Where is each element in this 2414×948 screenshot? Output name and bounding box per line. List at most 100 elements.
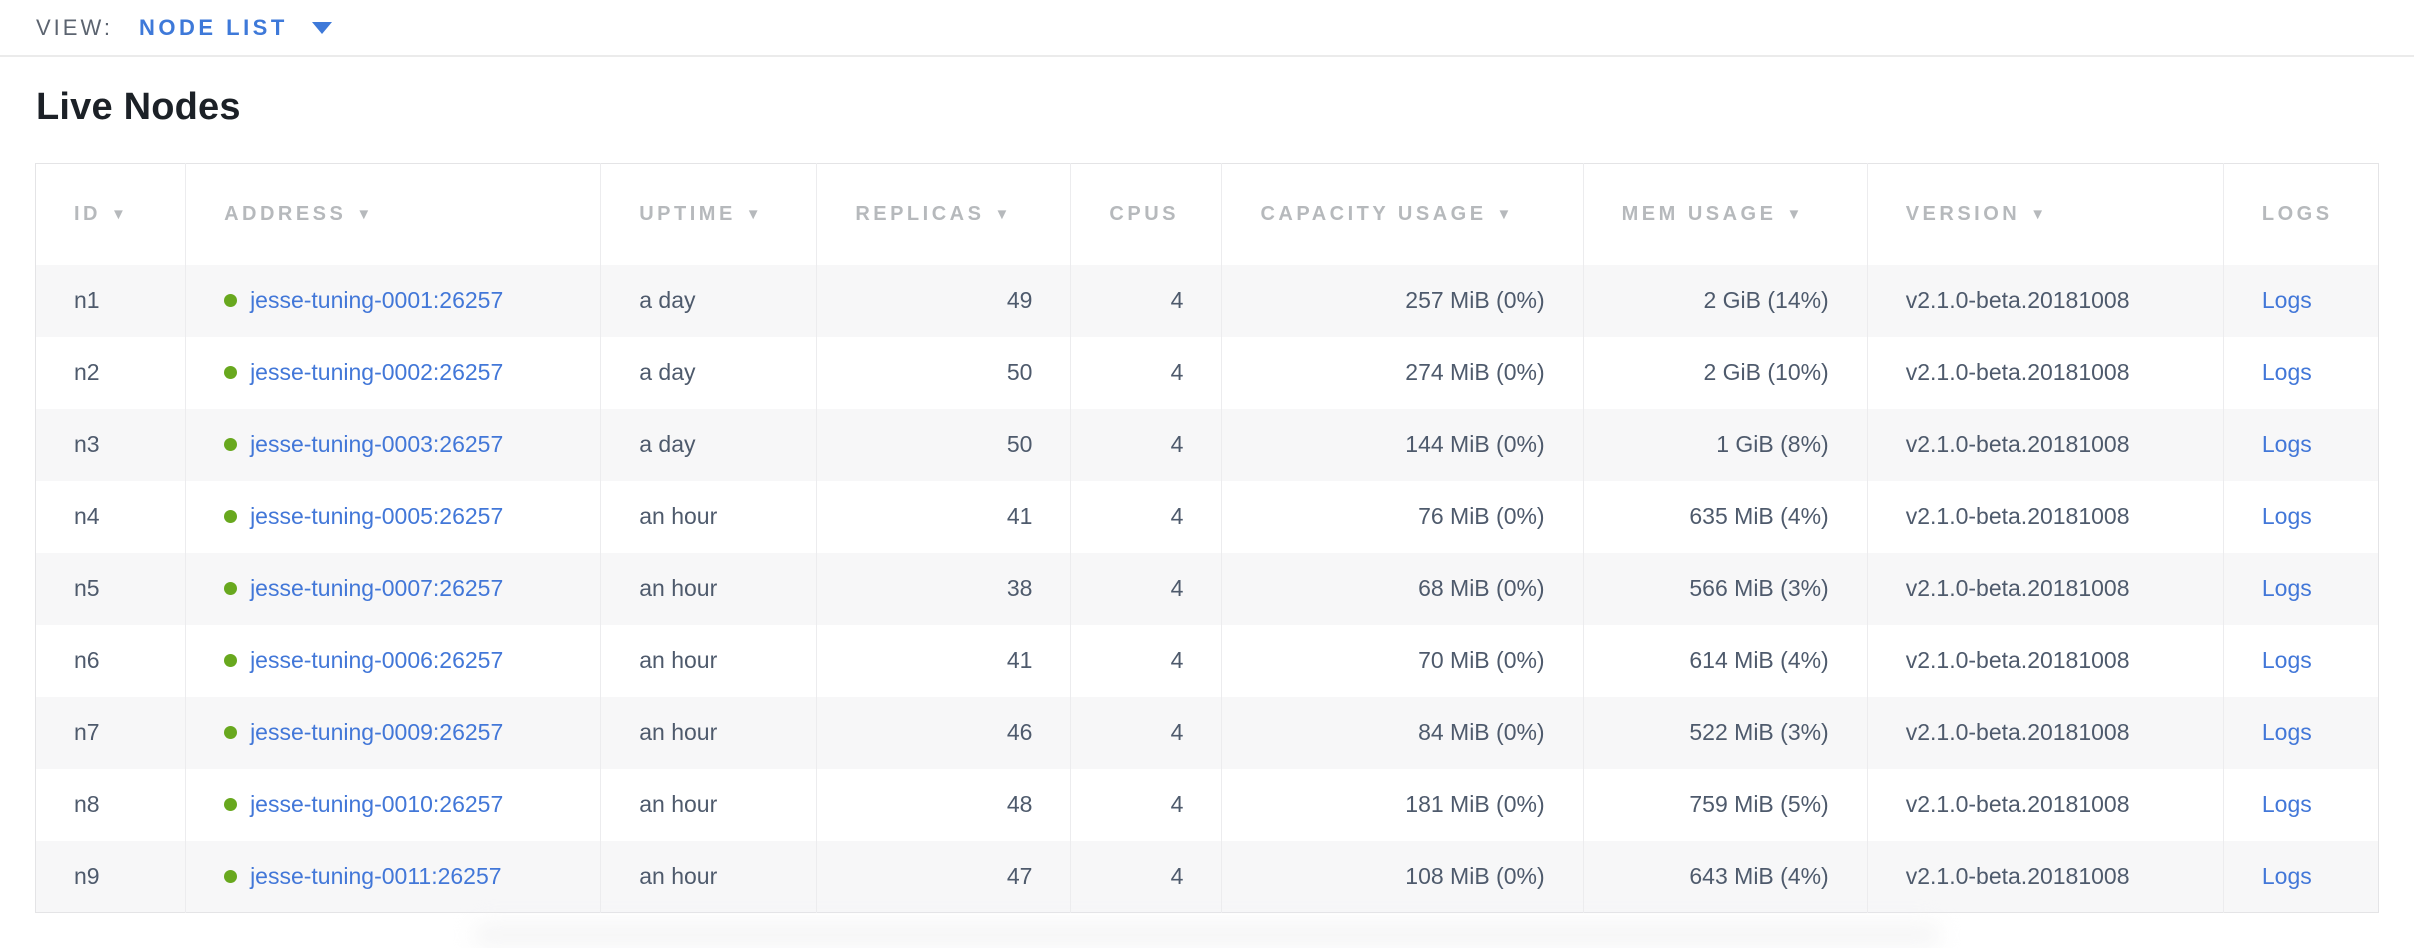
node-address-link[interactable]: jesse-tuning-0006:26257 xyxy=(250,647,504,673)
cell-replicas: 41 xyxy=(816,624,1071,697)
sort-caret-down-icon: ▼ xyxy=(994,205,1013,223)
page-title: Live Nodes xyxy=(36,86,241,128)
cell-uptime: an hour xyxy=(600,696,817,769)
cell-uptime: an hour xyxy=(600,552,817,625)
cell-mem_usage: 759 MiB (5%) xyxy=(1582,768,1868,841)
cell-id: n8 xyxy=(35,768,186,841)
cell-address: jesse-tuning-0002:26257 xyxy=(185,336,601,409)
cell-address: jesse-tuning-0003:26257 xyxy=(185,408,601,481)
cell-cpus: 4 xyxy=(1070,336,1222,409)
cell-logs: Logs xyxy=(2222,768,2379,841)
cell-version: v2.1.0-beta.20181008 xyxy=(1866,480,2224,553)
live-node-dot-icon xyxy=(224,654,238,668)
table-row-n5: n5 jesse-tuning-0007:26257 an hour 38 4 68 Mi… xyxy=(35,552,2379,625)
cell-replicas: 38 xyxy=(816,552,1071,625)
node-logs-link[interactable]: Logs xyxy=(2261,575,2312,601)
column-header-label: ADDRESS xyxy=(224,202,347,225)
cell-mem_usage: 522 MiB (3%) xyxy=(1582,696,1868,769)
sort-caret-down-icon: ▼ xyxy=(111,205,130,223)
live-node-dot-icon xyxy=(224,294,238,308)
table-row-n7: n7 jesse-tuning-0009:26257 an hour 46 4 84 Mi… xyxy=(35,696,2379,769)
cell-version: v2.1.0-beta.20181008 xyxy=(1866,696,2224,769)
node-address-link[interactable]: jesse-tuning-0009:26257 xyxy=(250,719,504,745)
column-header-capacity_usage[interactable]: CAPACITY USAGE ▼ xyxy=(1221,163,1584,265)
content-bottom-shadow xyxy=(472,923,1942,947)
column-header-label: REPLICAS xyxy=(855,202,985,225)
column-header-address[interactable]: ADDRESS ▼ xyxy=(185,163,601,265)
cell-mem_usage: 566 MiB (3%) xyxy=(1582,552,1868,625)
node-logs-link[interactable]: Logs xyxy=(2261,862,2312,889)
live-node-dot-icon xyxy=(224,582,238,596)
cell-capacity_usage: 108 MiB (0%) xyxy=(1221,840,1584,913)
sort-caret-down-icon: ▼ xyxy=(745,205,765,223)
cell-address: jesse-tuning-0009:26257 xyxy=(185,696,601,769)
view-selector-dropdown[interactable]: NODE LIST xyxy=(139,15,332,41)
column-header-label: CAPACITY USAGE xyxy=(1260,202,1487,225)
cell-id: n3 xyxy=(35,408,186,481)
column-header-uptime[interactable]: UPTIME ▼ xyxy=(600,163,817,265)
cell-version: v2.1.0-beta.20181008 xyxy=(1866,624,2224,697)
sort-caret-down-icon: ▼ xyxy=(1786,205,1805,223)
cell-uptime: an hour xyxy=(600,840,817,913)
cell-mem_usage: 2 GiB (10%) xyxy=(1582,336,1868,409)
cell-cpus: 4 xyxy=(1070,264,1222,337)
cell-replicas: 50 xyxy=(816,336,1071,409)
live-node-dot-icon xyxy=(224,726,238,740)
cell-mem_usage: 614 MiB (4%) xyxy=(1582,624,1868,697)
column-header-version[interactable]: VERSION ▼ xyxy=(1866,163,2224,265)
cell-logs: Logs xyxy=(2222,408,2379,481)
node-logs-link[interactable]: Logs xyxy=(2261,503,2312,529)
cell-logs: Logs xyxy=(2222,480,2379,553)
cell-address: jesse-tuning-0001:26257 xyxy=(185,264,601,337)
live-node-dot-icon xyxy=(224,438,238,452)
node-logs-link[interactable]: Logs xyxy=(2261,719,2312,745)
node-address-link[interactable]: jesse-tuning-0002:26257 xyxy=(250,359,504,385)
live-nodes-table: ID ▼ ADDRESS ▼ UPTIME ▼ REPLICAS ▼ CPUS CAPACITY … xyxy=(35,163,2379,913)
node-logs-link[interactable]: Logs xyxy=(2261,791,2312,817)
cell-id: n1 xyxy=(35,264,186,337)
table-body: n1 jesse-tuning-0001:26257 a day 49 4 257 MiB… xyxy=(35,264,2379,913)
node-address-link[interactable]: jesse-tuning-0003:26257 xyxy=(250,431,504,457)
node-address-link[interactable]: jesse-tuning-0001:26257 xyxy=(250,287,504,313)
cell-mem_usage: 635 MiB (4%) xyxy=(1582,480,1868,553)
cell-cpus: 4 xyxy=(1070,840,1222,913)
cell-uptime: an hour xyxy=(600,624,817,697)
live-node-dot-icon xyxy=(224,366,238,380)
cell-replicas: 47 xyxy=(816,840,1071,913)
cell-address: jesse-tuning-0007:26257 xyxy=(185,552,601,625)
cell-capacity_usage: 84 MiB (0%) xyxy=(1221,696,1584,769)
node-address-link[interactable]: jesse-tuning-0011:26257 xyxy=(250,862,502,889)
cell-address: jesse-tuning-0006:26257 xyxy=(185,624,601,697)
cell-address: jesse-tuning-0005:26257 xyxy=(185,480,601,553)
cell-capacity_usage: 144 MiB (0%) xyxy=(1221,408,1584,481)
column-header-id[interactable]: ID ▼ xyxy=(35,163,186,265)
node-logs-link[interactable]: Logs xyxy=(2261,431,2312,457)
node-logs-link[interactable]: Logs xyxy=(2261,647,2312,673)
cell-logs: Logs xyxy=(2222,696,2379,769)
table-header-row: ID ▼ ADDRESS ▼ UPTIME ▼ REPLICAS ▼ CPUS CAPACITY … xyxy=(35,163,2379,265)
column-header-label: MEM USAGE xyxy=(1621,202,1777,225)
table-row-n3: n3 jesse-tuning-0003:26257 a day 50 4 144 MiB… xyxy=(35,408,2379,481)
sort-caret-down-icon: ▼ xyxy=(1496,205,1515,223)
live-node-dot-icon xyxy=(224,870,238,884)
live-node-dot-icon xyxy=(224,798,238,812)
node-logs-link[interactable]: Logs xyxy=(2261,287,2312,313)
cell-capacity_usage: 68 MiB (0%) xyxy=(1221,552,1584,625)
column-header-replicas[interactable]: REPLICAS ▼ xyxy=(816,163,1071,265)
cell-id: n7 xyxy=(35,696,186,769)
view-selector-bar: VIEW: NODE LIST xyxy=(0,0,2414,57)
table-row-n4: n4 jesse-tuning-0005:26257 an hour 41 4 76 Mi… xyxy=(35,480,2379,553)
cell-uptime: a day xyxy=(600,408,817,481)
table-row-n1: n1 jesse-tuning-0001:26257 a day 49 4 257 MiB… xyxy=(35,264,2379,337)
node-address-link[interactable]: jesse-tuning-0007:26257 xyxy=(250,575,504,601)
node-address-link[interactable]: jesse-tuning-0010:26257 xyxy=(250,791,504,817)
cell-version: v2.1.0-beta.20181008 xyxy=(1866,336,2224,409)
column-header-mem_usage[interactable]: MEM USAGE ▼ xyxy=(1582,163,1868,265)
node-logs-link[interactable]: Logs xyxy=(2261,359,2312,385)
node-address-link[interactable]: jesse-tuning-0005:26257 xyxy=(250,503,504,529)
column-header-label: CPUS xyxy=(1109,202,1179,225)
cell-logs: Logs xyxy=(2222,552,2379,625)
cell-replicas: 50 xyxy=(816,408,1071,481)
cell-mem_usage: 643 MiB (4%) xyxy=(1582,840,1868,913)
table-row-n6: n6 jesse-tuning-0006:26257 an hour 41 4 70 Mi… xyxy=(35,624,2379,697)
